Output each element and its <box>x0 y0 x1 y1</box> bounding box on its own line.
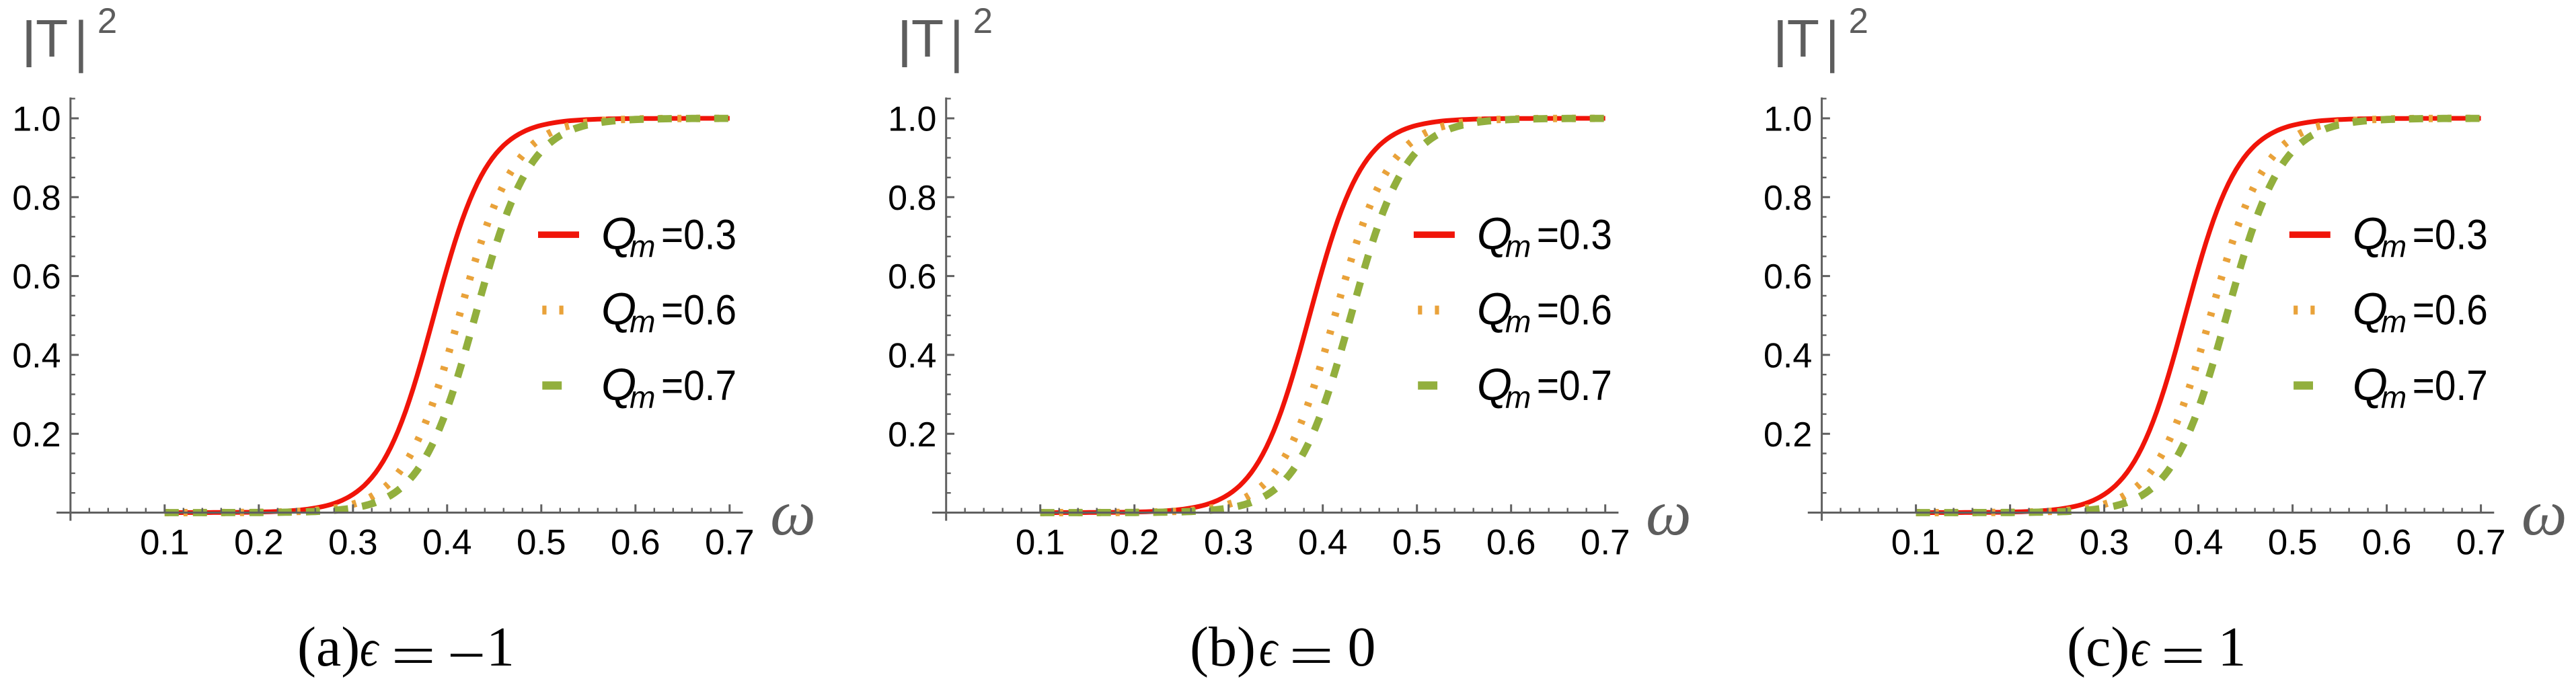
svg-text:1: 1 <box>2218 616 2246 678</box>
svg-text:=: = <box>391 625 436 679</box>
svg-text:ϵ: ϵ <box>2131 618 2150 677</box>
svg-text:1: 1 <box>486 616 515 678</box>
svg-text:=: = <box>1289 625 1334 679</box>
svg-text:ϵ: ϵ <box>1259 618 1279 677</box>
svg-text:0: 0 <box>1348 616 1376 678</box>
svg-text:(c): (c) <box>2067 616 2129 678</box>
svg-text:(b): (b) <box>1190 616 1256 678</box>
svg-text:(a): (a) <box>297 616 360 678</box>
svg-text:=: = <box>2161 625 2205 679</box>
svg-text:−: − <box>447 625 486 679</box>
svg-text:ϵ: ϵ <box>360 618 379 677</box>
